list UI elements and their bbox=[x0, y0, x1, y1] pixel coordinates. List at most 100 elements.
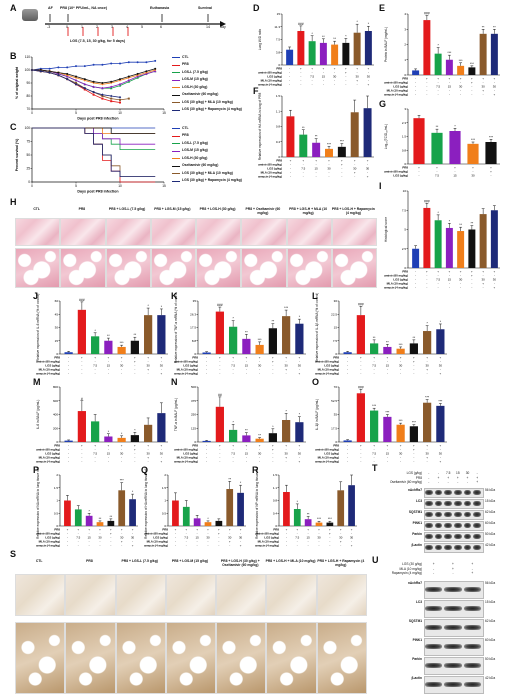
legend-item: CTL bbox=[172, 125, 248, 133]
y-tick-label: 0 bbox=[278, 155, 280, 159]
treatment-label: MLA (10 mg/kg) bbox=[387, 89, 408, 93]
treatment-value: - bbox=[68, 360, 69, 364]
wb-header-value: + bbox=[476, 475, 479, 480]
wb-kda-label: 42 kDa bbox=[485, 543, 496, 547]
tick-3: 3 bbox=[111, 25, 113, 29]
y-tick-label: 25 bbox=[26, 167, 30, 171]
data-point bbox=[92, 85, 95, 89]
bar bbox=[449, 131, 461, 164]
treatment-value: + bbox=[147, 368, 149, 372]
treatment-value: - bbox=[345, 79, 346, 83]
bar bbox=[348, 485, 355, 526]
data-point bbox=[57, 71, 60, 74]
wb-kda-label: 50 kDa bbox=[485, 657, 496, 661]
treatment-value: 30 bbox=[482, 278, 486, 282]
treatment-value: 7.5 bbox=[295, 536, 299, 540]
treatment-value: - bbox=[78, 532, 79, 536]
treatment-value: + bbox=[185, 528, 187, 532]
treatment-value: - bbox=[329, 171, 330, 175]
bar bbox=[130, 435, 139, 442]
treatment-value: - bbox=[347, 372, 348, 376]
y-tick-label: 0.8 bbox=[402, 148, 407, 152]
treatment-value: + bbox=[134, 448, 136, 452]
treatment-value: - bbox=[387, 460, 388, 464]
treatment-value: + bbox=[454, 166, 456, 170]
wb-band bbox=[473, 511, 481, 517]
treatment-value: - bbox=[455, 170, 456, 174]
treatment-label: Oseltamivir (60 mg/kg) bbox=[255, 532, 279, 536]
legend-swatch bbox=[172, 158, 180, 160]
treatment-value: + bbox=[218, 532, 220, 536]
treatment-value: + bbox=[471, 77, 473, 81]
significance-mark: *** bbox=[372, 404, 377, 408]
wb-protein-label: SQSTM1 bbox=[408, 510, 422, 514]
bar bbox=[104, 340, 113, 354]
treatment-value: - bbox=[460, 89, 461, 93]
y-tick-label: 200 bbox=[53, 426, 58, 430]
treatment-value: - bbox=[387, 456, 388, 460]
legend-swatch bbox=[172, 143, 180, 145]
ihc-label: PR8 + LGS-H + MLA (10 mg/kg) bbox=[265, 559, 316, 563]
treatment-value: - bbox=[387, 368, 388, 372]
legend-item: LGS-L (7.5 g/kg) bbox=[172, 140, 248, 148]
treatment-value: - bbox=[81, 460, 82, 464]
mouse-icon bbox=[22, 9, 38, 21]
ihc-lowmag-image bbox=[115, 574, 166, 616]
legend-label: LGS-M (15 g/kg) bbox=[182, 77, 208, 82]
treatment-value: - bbox=[208, 540, 209, 544]
treatment-value: - bbox=[312, 83, 313, 87]
significance-mark: ** bbox=[307, 512, 310, 516]
treatment-value: 15 bbox=[315, 167, 319, 171]
significance-mark: *** bbox=[317, 517, 322, 521]
treatment-value: 7.5 bbox=[372, 364, 376, 368]
treatment-value: + bbox=[373, 444, 375, 448]
treatment-value: + bbox=[328, 159, 330, 163]
bar bbox=[104, 436, 113, 442]
y-tick-label: 2 bbox=[56, 473, 58, 477]
treatment-value: - bbox=[259, 460, 260, 464]
wb-band bbox=[425, 624, 443, 630]
panel-label-l: L bbox=[312, 291, 318, 301]
treatment-value: - bbox=[413, 456, 414, 460]
treatment-value: - bbox=[206, 444, 207, 448]
significance-mark: ** bbox=[228, 477, 231, 481]
treatment-value: + bbox=[121, 528, 123, 532]
histology-label: PR8 + LGS-H + MLA (10 mg/kg) bbox=[289, 207, 328, 215]
panel-label-n: N bbox=[171, 377, 178, 387]
data-point bbox=[48, 71, 51, 74]
wb-band bbox=[463, 544, 472, 550]
treatment-value: + bbox=[471, 270, 473, 274]
bar bbox=[312, 142, 321, 157]
chart-p-na-mrna: Relative expression of NA mRNA in lung t… bbox=[36, 467, 138, 548]
treatment-value: - bbox=[108, 456, 109, 460]
treatment-value: + bbox=[482, 89, 484, 93]
significance-mark: *** bbox=[327, 142, 332, 146]
treatment-value: - bbox=[460, 286, 461, 290]
treatment-value: - bbox=[427, 372, 428, 376]
day-label: day bbox=[220, 25, 226, 29]
treatment-value: - bbox=[427, 360, 428, 364]
wb-band bbox=[425, 586, 443, 592]
data-point bbox=[66, 77, 69, 81]
bar bbox=[434, 220, 442, 268]
wb-header-value: - bbox=[447, 480, 449, 484]
bar bbox=[343, 352, 352, 354]
treatment-value: + bbox=[272, 356, 274, 360]
treatment-value: - bbox=[208, 544, 209, 548]
treatment-value: - bbox=[289, 83, 290, 87]
treatment-value: 15 bbox=[448, 278, 452, 282]
treatment-value: - bbox=[312, 79, 313, 83]
treatment-label: MLA (10 mg/kg) bbox=[318, 456, 339, 460]
treatment-value: + bbox=[302, 159, 304, 163]
bar bbox=[423, 331, 432, 354]
significance-mark: ** bbox=[482, 25, 485, 29]
data-point bbox=[83, 78, 86, 81]
y-tick-label: 0 bbox=[278, 63, 280, 67]
significance-mark: *** bbox=[120, 341, 125, 345]
x-tick-label: 15 bbox=[162, 184, 166, 188]
treatment-value: + bbox=[494, 77, 496, 81]
treatment-value: 7.5 bbox=[231, 452, 235, 456]
bar bbox=[297, 31, 305, 65]
treatment-value: - bbox=[387, 372, 388, 376]
wb-band bbox=[444, 500, 452, 506]
